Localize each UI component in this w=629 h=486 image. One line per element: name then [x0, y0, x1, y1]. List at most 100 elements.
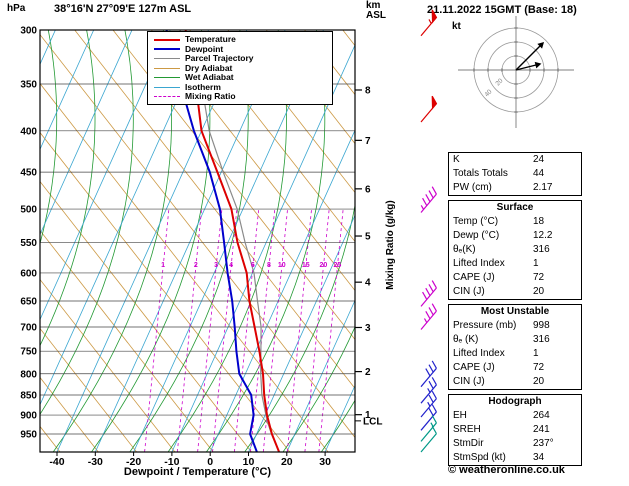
row-value: 24 [533, 154, 545, 165]
pressure-gridlines [40, 29, 355, 435]
row-label: Lifted Index [453, 348, 505, 359]
table-title: Surface [496, 202, 534, 213]
pressure-tick-label: 350 [20, 80, 37, 91]
legend-item-label: Temperature [185, 34, 236, 45]
row-label: StmSpd (kt) [453, 452, 506, 463]
table-row: Lifted Index 1 [449, 257, 581, 271]
parcel-trajectory-curve [179, 30, 280, 452]
indices-panel: K 24 Totals Totals 44 PW (cm) 2.17 Surface Temp… [448, 152, 582, 470]
table-row: Dewp (°C) 12.2 [449, 229, 581, 243]
legend-item: Wet Adiabat [154, 73, 332, 83]
wind-barb [420, 9, 438, 37]
table-row: Temp (°C) 18 [449, 215, 581, 229]
pressure-tick-label: 850 [20, 391, 37, 402]
row-label: θₑ(K) [453, 244, 476, 255]
wet-adiabats [40, 30, 355, 452]
table-row: CAPE (J) 72 [449, 271, 581, 285]
mixing-ratio-label: 4 [229, 262, 233, 269]
row-label: StmDir [453, 438, 484, 449]
hodograph-ring-label: 40 [483, 88, 493, 98]
legend-swatch [154, 86, 180, 88]
row-value: 264 [533, 410, 550, 421]
wind-barb [420, 303, 437, 330]
legend-item: Isotherm [154, 82, 332, 93]
table-row: CAPE (J) 72 [449, 361, 581, 375]
most-unstable-table: Most Unstable Pressure (mb) 998 θₑ (K) 316 Li… [448, 304, 582, 390]
table-row: StmDir 237° [449, 437, 581, 451]
table-row: Lifted Index 1 [449, 347, 581, 361]
row-label: Pressure (mb) [453, 320, 517, 331]
dewpoint-curve [165, 30, 258, 452]
table-row: θₑ (K) 316 [449, 333, 581, 347]
altitude-axis-unit: km ASL [366, 1, 386, 21]
legend-item-label: Wet Adiabat [185, 72, 234, 83]
legend-swatch [154, 58, 180, 60]
hodograph-vector [515, 42, 544, 71]
legend-item: Dewpoint [154, 43, 332, 55]
surface-table: Surface Temp (°C) 18 Dewp (°C) 12.2 θₑ(K) 316 L… [448, 200, 582, 300]
row-value: 1 [533, 258, 539, 269]
row-label: CAPE (J) [453, 362, 495, 373]
table-row: SREH 241 [449, 423, 581, 437]
wind-barb [420, 95, 438, 123]
row-label: SREH [453, 424, 481, 435]
legend-swatch [154, 77, 180, 79]
row-label: EH [453, 410, 467, 421]
legend-item-label: Mixing Ratio [185, 91, 236, 102]
wind-barb [420, 425, 437, 453]
temp-tick-label: -30 [88, 456, 103, 468]
table-title: Most Unstable [480, 306, 550, 317]
row-value: 316 [533, 334, 550, 345]
row-value: 998 [533, 320, 550, 331]
row-label: CIN (J) [453, 376, 485, 387]
temp-tick-label: 30 [319, 456, 331, 468]
lcl-label: LCL [363, 416, 382, 427]
row-value: 44 [533, 168, 545, 179]
pressure-tick-label: 500 [20, 205, 37, 216]
km-tick-label: 8 [365, 85, 371, 96]
chart-legend: Temperature Dewpoint Parcel Trajectory Dry … [147, 31, 333, 105]
row-value: 72 [533, 362, 545, 373]
temperature-curve [184, 30, 281, 452]
datetime-title: 21.11.2022 15GMT (Base: 18) [427, 4, 577, 16]
row-label: θₑ (K) [453, 334, 479, 345]
wind-barb [420, 404, 437, 431]
pressure-tick-label: 300 [20, 26, 37, 37]
legend-item-label: Dewpoint [185, 43, 224, 54]
altitude-unit-asl: ASL [366, 10, 386, 21]
legend-item: Parcel Trajectory [154, 54, 332, 64]
hodograph-arrowhead [537, 41, 545, 49]
mixing-ratio-label: 8 [267, 262, 271, 269]
row-label: CAPE (J) [453, 272, 495, 283]
row-value: 241 [533, 424, 550, 435]
station-title: 38°16'N 27°09'E 127m ASL [54, 3, 192, 15]
row-value: 2.17 [533, 182, 553, 193]
pressure-tick-label: 800 [20, 369, 37, 380]
row-label: K [453, 154, 460, 165]
mixing-ratio-lines [144, 207, 344, 452]
wind-barb [420, 360, 437, 388]
table-row: Pressure (mb) 998 [449, 319, 581, 333]
temp-tick-label: 0 [207, 456, 213, 468]
legend-swatch [154, 67, 180, 69]
temp-tick-label: 10 [243, 456, 255, 468]
temp-tick-label: 20 [281, 456, 293, 468]
legend-item: Temperature [154, 35, 332, 45]
table-row: θₑ(K) 316 [449, 243, 581, 257]
row-value: 72 [533, 272, 545, 283]
indices-table: K 24 Totals Totals 44 PW (cm) 2.17 [448, 152, 582, 196]
legend-swatch [154, 48, 180, 51]
wind-barb [420, 280, 437, 307]
table-row: CIN (J) 20 [449, 285, 581, 299]
row-value: 12.2 [533, 230, 553, 241]
row-value: 1 [533, 348, 539, 359]
mixing-ratio-axis-title: Mixing Ratio (g/kg) [385, 200, 396, 289]
hodograph-vectors [515, 41, 545, 71]
row-label: Totals Totals [453, 168, 508, 179]
mixing-ratio-label: 15 [302, 262, 310, 269]
table-row: K 24 [449, 153, 581, 167]
table-row: EH 264 [449, 409, 581, 423]
